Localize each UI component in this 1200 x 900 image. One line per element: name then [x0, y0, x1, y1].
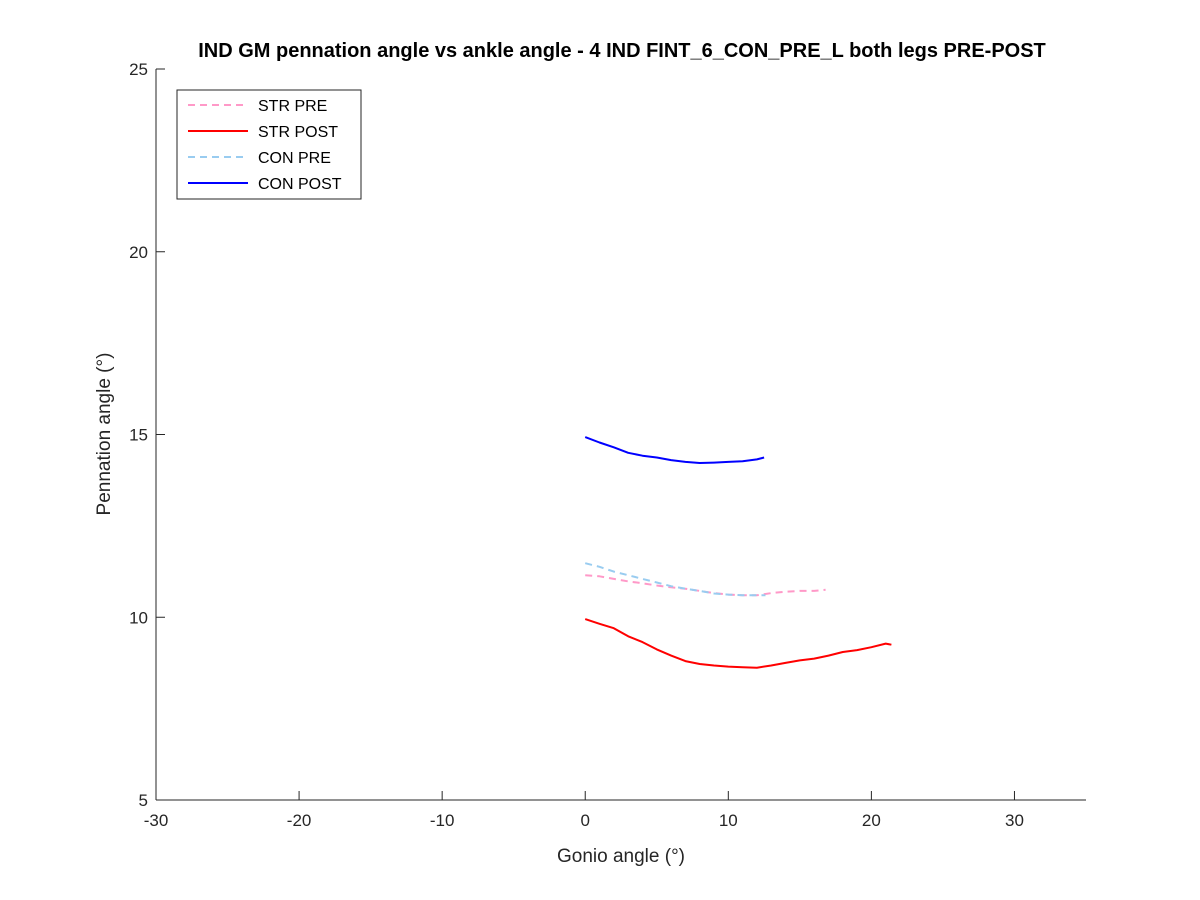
y-axis-label: Pennation angle (°): [94, 353, 115, 516]
y-tick-label: 5: [139, 791, 148, 810]
x-tick-label: 0: [580, 811, 589, 830]
legend-label: STR POST: [258, 124, 338, 141]
y-tick-label: 20: [129, 243, 148, 262]
series-layer: [584, 436, 892, 669]
legend: STR PRE STR POST CON PRE CON POST: [176, 89, 362, 200]
axis-ticks: -30 -20 -10 0 10 20 30 5 10 15 20 25: [129, 60, 1024, 830]
legend-label: CON POST: [258, 176, 342, 193]
x-tick-label: 30: [1005, 811, 1024, 830]
x-tick-label: -10: [430, 811, 455, 830]
x-tick-label: -20: [287, 811, 312, 830]
x-axis-label: Gonio angle (°): [557, 846, 685, 867]
legend-box: [176, 89, 362, 200]
legend-label: STR PRE: [258, 98, 327, 115]
series-line-con-post: [584, 436, 765, 464]
chart-title: IND GM pennation angle vs ankle angle - …: [198, 40, 1046, 62]
x-tick-label: -30: [144, 811, 169, 830]
y-tick-label: 15: [129, 426, 148, 445]
y-tick-label: 25: [129, 60, 148, 79]
series-line-str-post: [584, 618, 892, 669]
legend-label: CON PRE: [258, 150, 331, 167]
x-tick-label: 20: [862, 811, 881, 830]
y-tick-label: 10: [129, 608, 148, 627]
x-tick-label: 10: [719, 811, 738, 830]
series-line-con-pre: [584, 562, 766, 597]
